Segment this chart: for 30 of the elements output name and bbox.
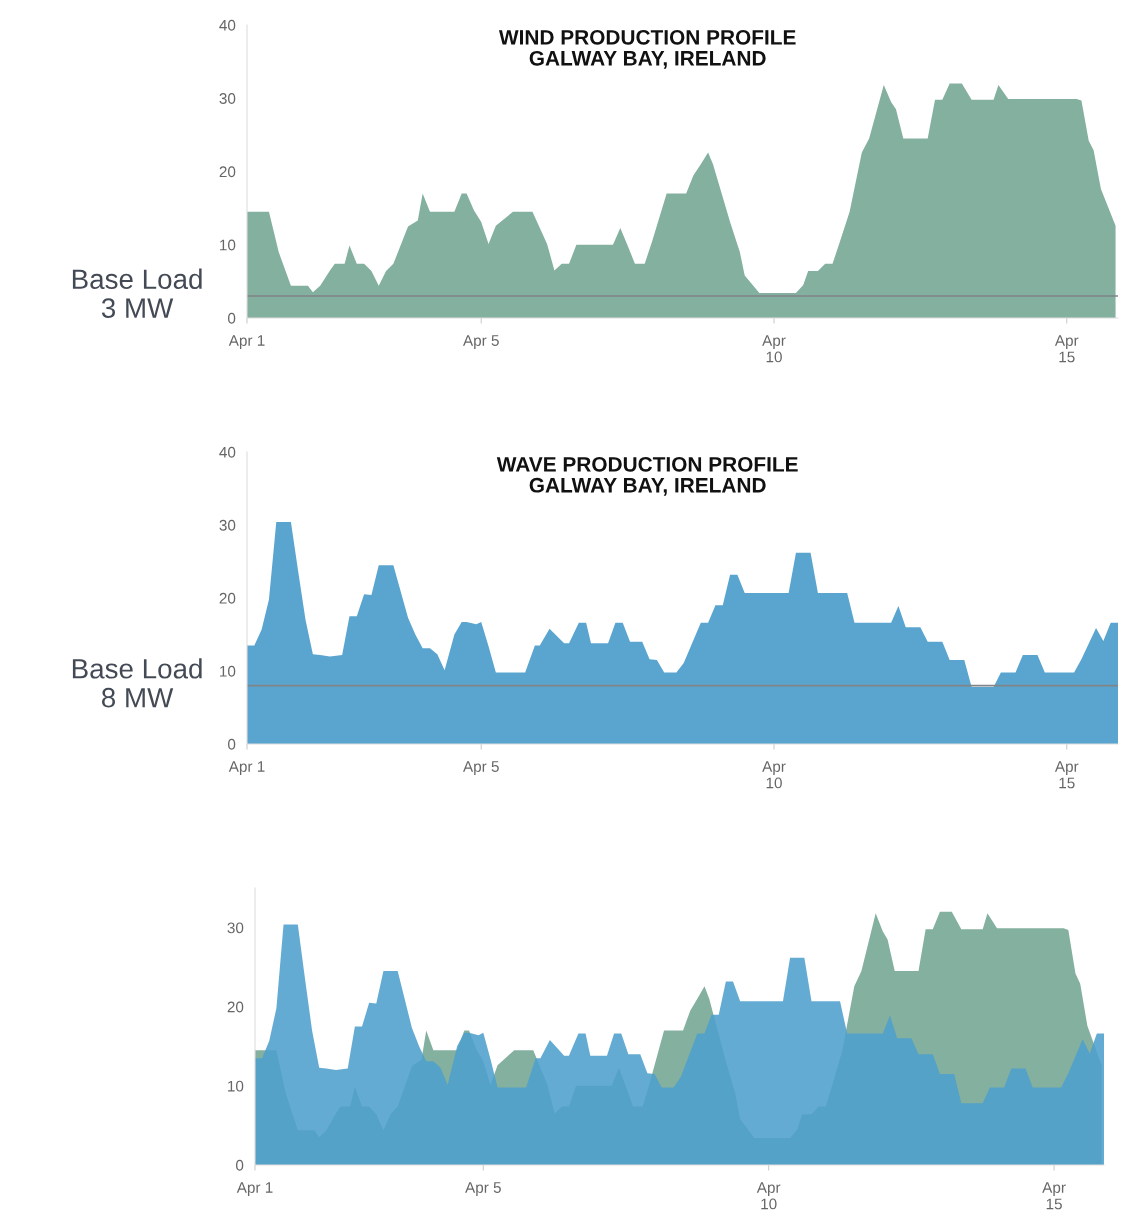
text: WAVE PRODUCTION PROFILE GALWAY BAY, IRELAND [496,456,798,496]
x-tick-label: Apr 1 [228,761,265,775]
y-tick-label: 0 [227,738,236,750]
x-tick-label: Apr 10 [762,761,786,789]
y-tick-label: 0 [227,312,236,324]
y-tick-label: 20 [219,166,236,178]
x-tick-label: Apr 5 [465,1182,501,1196]
x-tick-label: Apr 10 [762,335,786,363]
x-tick-label: Apr 15 [1054,335,1079,363]
x-tick-label: Apr 5 [462,335,499,349]
x-tick-label: Apr 10 [756,1182,781,1210]
x-tick-label: Apr 15 [1054,761,1079,789]
x-tick-label: Apr 15 [1042,1182,1066,1210]
y-tick-label: 10 [220,665,236,677]
y-tick-label: 10 [228,1080,244,1092]
y-tick-label: 30 [219,519,236,531]
text: WIND PRODUCTION PROFILE GALWAY BAY, IRELAND [498,29,796,69]
x-tick-label: Apr 5 [462,761,499,775]
ref-line-label: Base Load 3 MW [72,268,202,318]
y-tick-label: 10 [220,239,236,251]
y-tick-label: 20 [219,592,236,604]
ref-line-label: Base Load 8 MW [72,658,202,708]
y-tick-label: 40 [219,446,236,458]
y-tick-label: 20 [227,1001,244,1013]
x-tick-label: Apr 1 [228,335,265,349]
y-tick-label: 0 [235,1159,244,1171]
y-tick-label: 40 [219,19,236,31]
y-tick-label: 30 [219,93,236,104]
y-tick-label: 30 [227,922,244,934]
x-tick-label: Apr 1 [236,1182,273,1196]
